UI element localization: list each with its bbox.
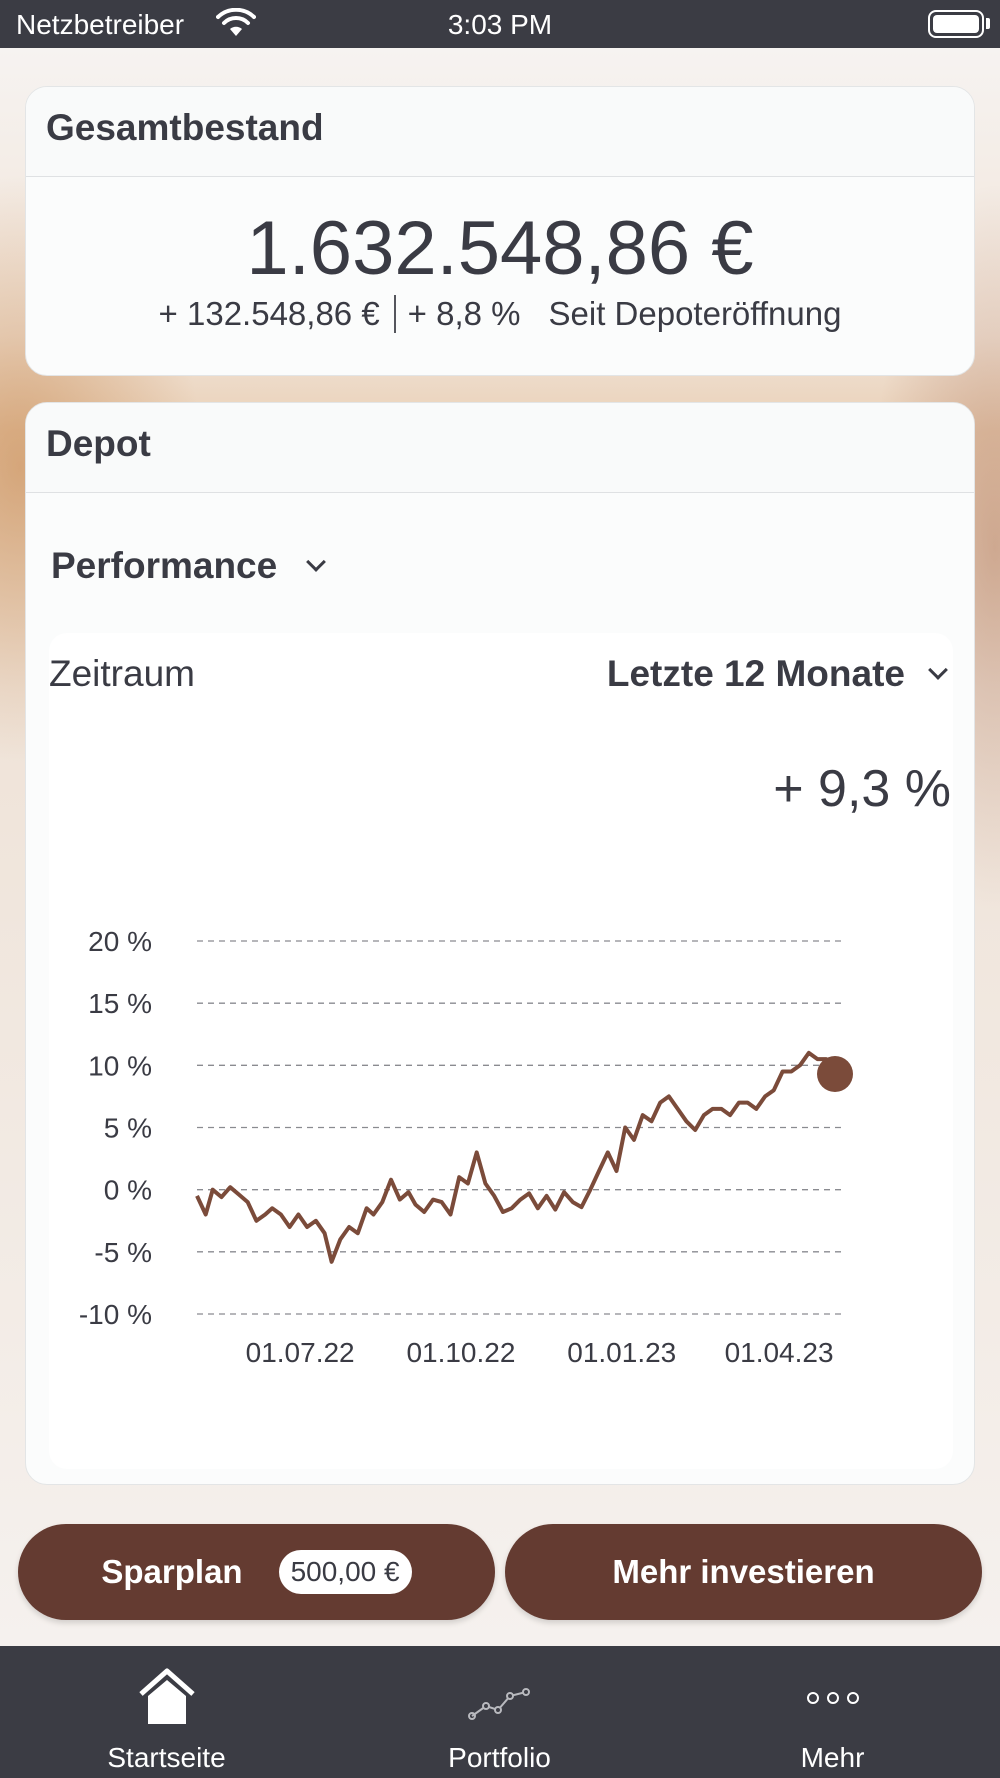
change-divider xyxy=(393,295,396,333)
invest-more-button[interactable]: Mehr investieren xyxy=(505,1524,982,1620)
tab-bar: Startseite Portfolio Mehr xyxy=(0,1646,1000,1778)
change-percent: + 8,8 % xyxy=(407,295,521,332)
tab-mehr-label: Mehr xyxy=(800,1742,865,1773)
sparplan-amount-badge: 500,00 € xyxy=(278,1550,412,1594)
tab-startseite-label: Startseite xyxy=(107,1742,226,1773)
carrier-label: Netzbetreiber xyxy=(16,9,185,40)
depot-card-title: Depot xyxy=(26,403,974,493)
portfolio-chart-icon xyxy=(467,1688,530,1720)
total-card-title: Gesamtbestand xyxy=(26,87,974,177)
battery-icon xyxy=(928,10,984,38)
mode-dropdown-label: Performance xyxy=(51,545,278,586)
current-value-dot xyxy=(817,1056,853,1093)
y-tick-label: -10 % xyxy=(79,1299,152,1330)
x-tick-label: 01.10.22 xyxy=(406,1337,515,1368)
performance-line xyxy=(195,1050,837,1264)
tab-startseite[interactable]: Startseite xyxy=(0,1646,333,1778)
x-tick-label: 01.01.23 xyxy=(567,1337,676,1368)
period-dropdown[interactable]: Letzte 12 Monate xyxy=(606,653,948,695)
period-dropdown-label: Letzte 12 Monate xyxy=(606,653,905,694)
chevron-down-icon xyxy=(306,552,327,572)
more-dots-icon xyxy=(806,1692,859,1704)
total-card: Gesamtbestand 1.632.548,86 € + 132.548,8… xyxy=(25,86,975,376)
chart-panel: Zeitraum Letzte 12 Monate + 9,3 % 20 % 15… xyxy=(49,633,953,1469)
status-bar: Netzbetreiber 3:03 PM xyxy=(0,0,1000,48)
sparplan-button[interactable]: Sparplan 500,00 € xyxy=(18,1524,495,1620)
y-tick-label: 5 % xyxy=(104,1113,152,1144)
depot-card: Depot Performance Zeitraum Letzte 12 Mon… xyxy=(25,402,975,1485)
wifi-icon xyxy=(216,8,256,36)
tab-portfolio-label: Portfolio xyxy=(448,1742,551,1773)
tab-portfolio[interactable]: Portfolio xyxy=(333,1646,666,1778)
y-tick-label: 20 % xyxy=(88,926,152,957)
y-tick-label: 10 % xyxy=(88,1050,152,1081)
total-change: + 132.548,86 € + 8,8 % Seit Depoteröffnung xyxy=(26,295,974,333)
sparplan-button-label: Sparplan xyxy=(101,1553,243,1590)
total-value: 1.632.548,86 € xyxy=(246,206,754,291)
tab-mehr[interactable]: Mehr xyxy=(666,1646,999,1778)
x-tick-label: 01.07.22 xyxy=(246,1337,355,1368)
performance-chart: 20 % 15 % 10 % 5 % 0 % -5 % -10 % 01.07.22 01.10… xyxy=(79,926,853,1368)
battery-cap xyxy=(986,18,990,29)
since-label: Seit Depoteröffnung xyxy=(548,295,842,332)
home-icon xyxy=(138,1668,195,1724)
x-tick-label: 01.04.23 xyxy=(725,1337,834,1368)
period-label: Zeitraum xyxy=(49,653,195,694)
y-tick-label: -5 % xyxy=(94,1237,152,1268)
y-tick-label: 0 % xyxy=(104,1175,152,1206)
clock: 3:03 PM xyxy=(447,9,553,40)
mode-dropdown[interactable]: Performance xyxy=(51,545,327,587)
change-absolute: + 132.548,86 € xyxy=(158,295,380,332)
performance-value: + 9,3 % xyxy=(773,760,951,818)
y-tick-label: 15 % xyxy=(88,988,152,1019)
